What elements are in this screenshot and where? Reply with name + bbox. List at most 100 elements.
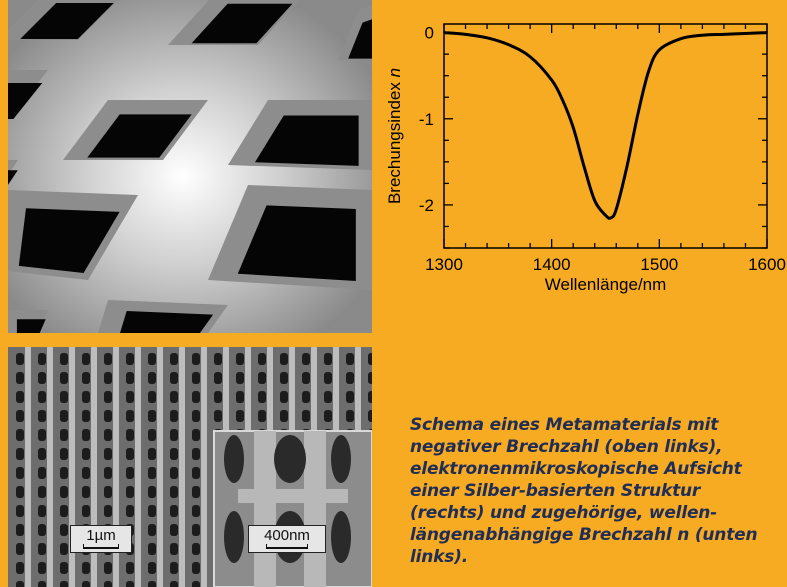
sem-hole [192, 372, 200, 384]
sem-hole [192, 581, 200, 587]
sem-hole [148, 581, 156, 587]
sem-micrograph-image: 1µm 400nm [8, 347, 372, 587]
sem-hole [236, 372, 244, 384]
sem-hole [170, 486, 178, 498]
sem-hole [16, 524, 24, 536]
sem-hole [82, 448, 90, 460]
x-tick-label: 1300 [425, 255, 463, 274]
sem-hole [60, 505, 68, 517]
sem-hole [60, 448, 68, 460]
sem-hole [104, 448, 112, 460]
y-axis-label: Brechungsindex n [385, 68, 404, 204]
sem-hole [148, 353, 156, 365]
sem-strip [91, 347, 97, 587]
sem-hole [16, 391, 24, 403]
sem-hole [368, 372, 372, 384]
sem-hole [16, 353, 24, 365]
sem-strip [135, 347, 141, 587]
x-tick-label: 1400 [533, 255, 571, 274]
sem-hole [38, 562, 46, 574]
sem-hole [16, 505, 24, 517]
sem-hole [170, 353, 178, 365]
sem-hole [280, 391, 288, 403]
sem-hole [16, 467, 24, 479]
sem-hole [192, 467, 200, 479]
sem-hole [148, 524, 156, 536]
sem-hole [126, 562, 134, 574]
sem-hole [148, 410, 156, 422]
sem-hole [104, 372, 112, 384]
scale-bar-400nm: 400nm [248, 525, 326, 553]
sem-hole [236, 391, 244, 403]
sem-hole [38, 524, 46, 536]
sem-hole [60, 372, 68, 384]
sem-hole [148, 448, 156, 460]
sem-hole [104, 353, 112, 365]
sem-hole [38, 410, 46, 422]
sem-hole [38, 467, 46, 479]
sem-hole [82, 429, 90, 441]
sem-hole [258, 353, 266, 365]
sem-hole [258, 391, 266, 403]
sem-hole [60, 524, 68, 536]
sem-inset [213, 430, 372, 587]
sem-hole [104, 505, 112, 517]
sem-hole [126, 353, 134, 365]
sem-hole [170, 429, 178, 441]
sem-hole [192, 429, 200, 441]
sem-hole [368, 410, 372, 422]
sem-hole [324, 372, 332, 384]
x-tick-label: 1500 [640, 255, 678, 274]
sem-hole [170, 505, 178, 517]
schema-graphic [8, 0, 372, 333]
y-tick-label: 0 [425, 24, 434, 43]
sem-hole [60, 486, 68, 498]
sem-hole [104, 467, 112, 479]
sem-hole [192, 562, 200, 574]
sem-hole [38, 581, 46, 587]
sem-hole [126, 505, 134, 517]
sem-hole [302, 391, 310, 403]
sem-hole [38, 429, 46, 441]
sem-hole [170, 543, 178, 555]
sem-hole [170, 562, 178, 574]
sem-hole [236, 353, 244, 365]
sem-hole [192, 524, 200, 536]
sem-hole [60, 562, 68, 574]
sem-hole [126, 429, 134, 441]
sem-hole [368, 391, 372, 403]
sem-hole [38, 353, 46, 365]
sem-hole [82, 581, 90, 587]
sem-hole [38, 448, 46, 460]
chart-svg: 1300 1400 1500 1600 0 -1 -2 Wellenlänge/nm Bre… [385, 23, 786, 294]
sem-hole [170, 372, 178, 384]
sem-hole [82, 372, 90, 384]
sem-hole [16, 429, 24, 441]
sem-hole [346, 410, 354, 422]
sem-hole [104, 486, 112, 498]
sem-hole [214, 391, 222, 403]
sem-hole [148, 372, 156, 384]
sem-hole [192, 505, 200, 517]
sem-hole [16, 448, 24, 460]
sem-hole [324, 410, 332, 422]
figure-caption: Schema eines Metamaterials mit negativer… [410, 415, 758, 567]
schema-hole [237, 205, 356, 281]
sem-hole [60, 543, 68, 555]
sem-hole [236, 410, 244, 422]
sem-strip [157, 347, 163, 587]
sem-hole [60, 467, 68, 479]
sem-hole [16, 543, 24, 555]
y-tick-label: -1 [419, 110, 434, 129]
scale-bar-1um: 1µm [70, 525, 132, 553]
sem-strip [69, 347, 75, 587]
sem-hole [126, 410, 134, 422]
sem-hole [126, 448, 134, 460]
schema-hole [120, 310, 214, 333]
sem-hole [170, 448, 178, 460]
sem-hole [16, 410, 24, 422]
sem-strip [179, 347, 185, 587]
sem-hole [302, 353, 310, 365]
sem-hole [192, 391, 200, 403]
sem-hole [126, 581, 134, 587]
